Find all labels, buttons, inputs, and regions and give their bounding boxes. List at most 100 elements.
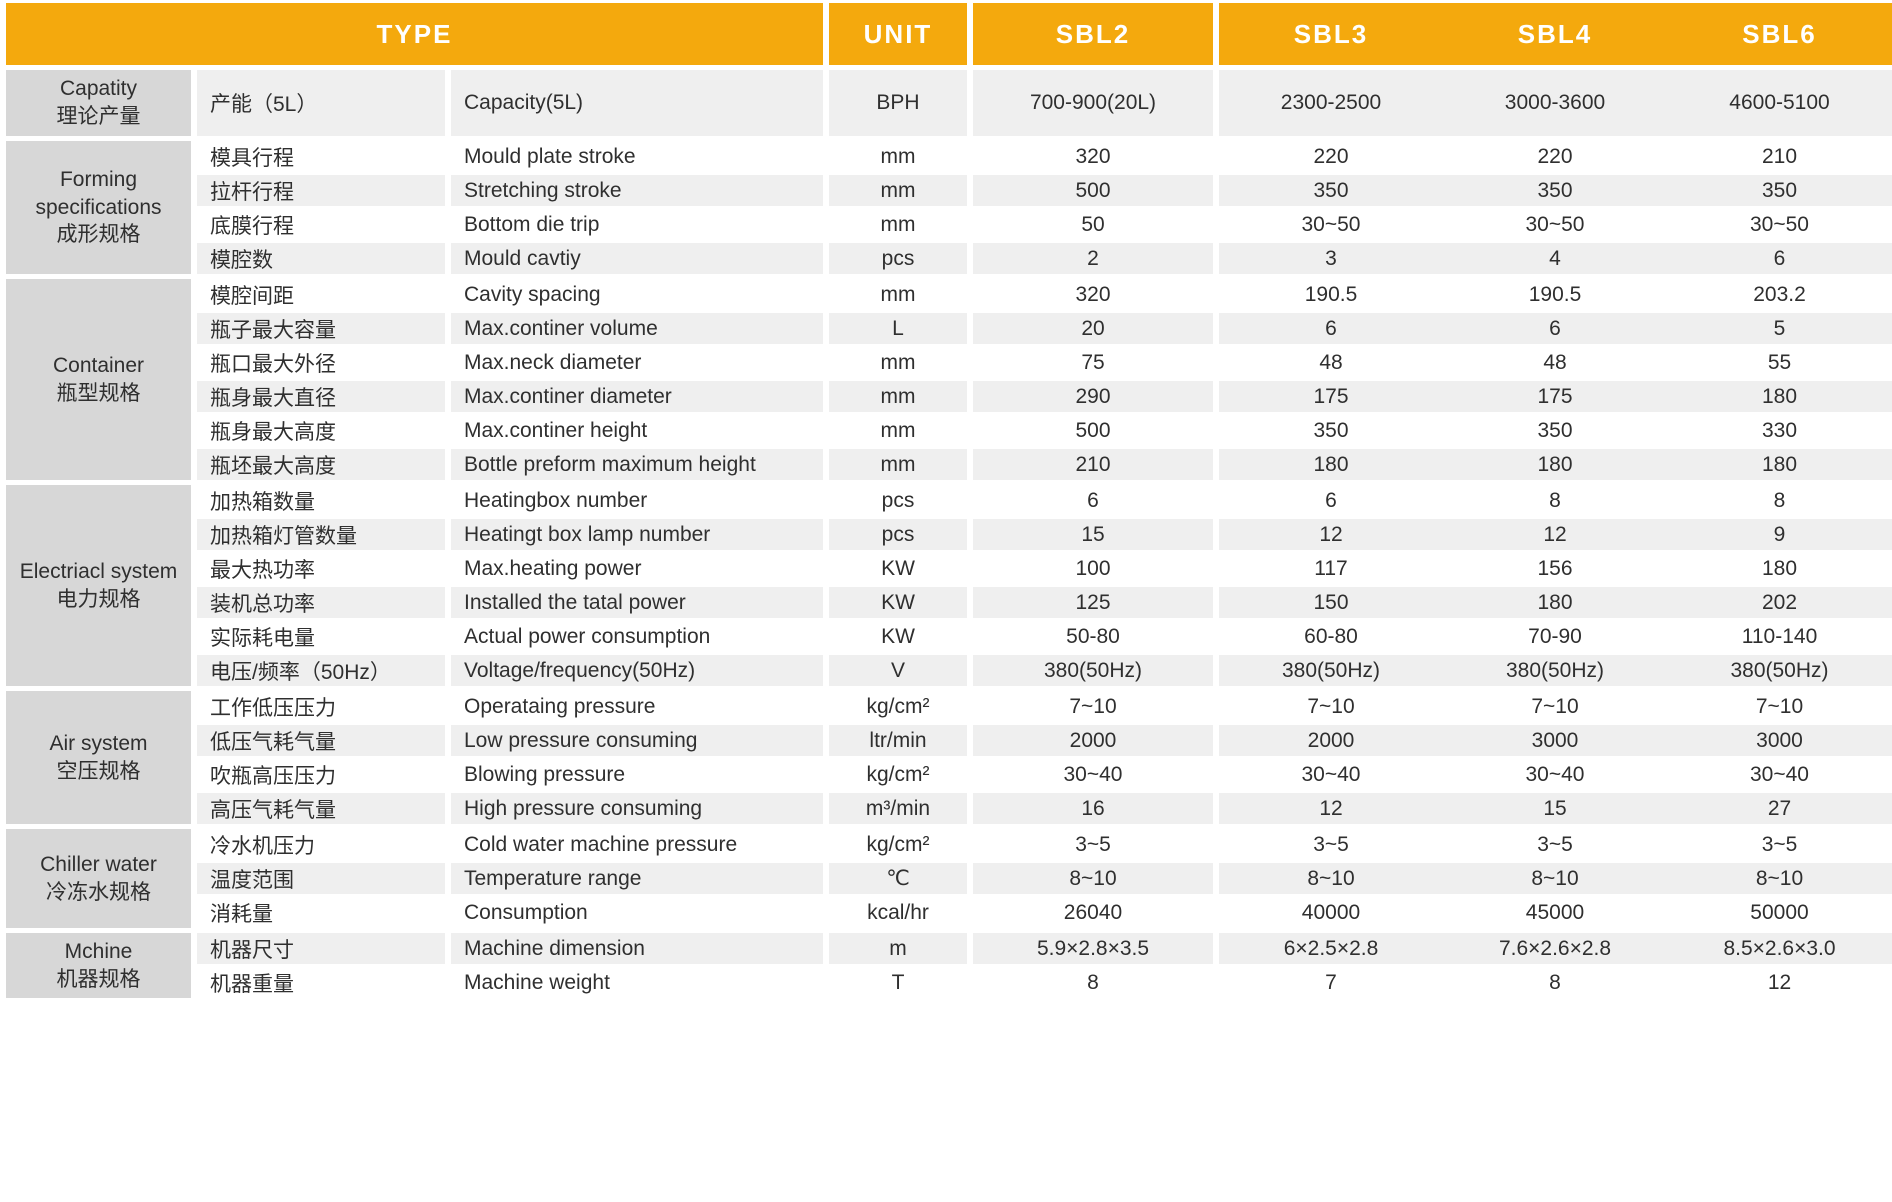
row-label-cn: 实际耗电量 bbox=[197, 621, 445, 652]
unit-cell: L bbox=[829, 313, 967, 344]
unit-cell: mm bbox=[829, 347, 967, 378]
unit-cell: kg/cm² bbox=[829, 691, 967, 722]
group-rows: 模腔间距 Cavity spacing mm 320 190.5 190.5 203.2 瓶子… bbox=[197, 279, 1892, 480]
value-cell-sbl4: 180 bbox=[1443, 587, 1667, 618]
value-cell-sbl2: 75 bbox=[973, 347, 1213, 378]
value-cell-sbl3: 30~50 bbox=[1219, 209, 1443, 240]
group-label-cn: 瓶型规格 bbox=[56, 381, 141, 405]
value-cell-sbl2: 5.9×2.8×3.5 bbox=[973, 933, 1213, 964]
row-label-en: Max.heating power bbox=[451, 553, 823, 584]
value-cell-sbl6: 380(50Hz) bbox=[1667, 655, 1892, 686]
value-cell-sbl3: 350 bbox=[1219, 415, 1443, 446]
value-cell-sbl6: 330 bbox=[1667, 415, 1892, 446]
value-cell-sbl2: 320 bbox=[973, 279, 1213, 310]
value-cell-sbl6: 180 bbox=[1667, 553, 1892, 584]
value-cell-sbl6: 8~10 bbox=[1667, 863, 1892, 894]
value-cell-sbl2: 2000 bbox=[973, 725, 1213, 756]
unit-cell: pcs bbox=[829, 243, 967, 274]
unit-cell: m bbox=[829, 933, 967, 964]
value-cell-sbl4: 45000 bbox=[1443, 897, 1667, 928]
table-row: 工作低压压力 Operataing pressure kg/cm² 7~10 7~10 7… bbox=[197, 691, 1892, 722]
group-label-en: Container bbox=[52, 353, 145, 377]
row-label-cn: 瓶子最大容量 bbox=[197, 313, 445, 344]
row-label-cn: 拉杆行程 bbox=[197, 175, 445, 206]
header-unit: UNIT bbox=[829, 3, 967, 65]
value-cell-sbl6: 8 bbox=[1667, 485, 1892, 516]
value-cell-sbl4: 8 bbox=[1443, 485, 1667, 516]
value-cell-sbl3: 7 bbox=[1219, 967, 1443, 998]
table-row: 产能（5L） Capacity(5L) BPH 700-900(20L) 2300-25… bbox=[197, 70, 1892, 136]
value-cell-sbl2: 16 bbox=[973, 793, 1213, 824]
row-label-cn: 电压/频率（50Hz） bbox=[197, 655, 445, 686]
table-row: 吹瓶高压压力 Blowing pressure kg/cm² 30~40 30~40 30… bbox=[197, 759, 1892, 790]
table-header: TYPE UNIT SBL2 SBL3 SBL4 SBL6 bbox=[6, 3, 1892, 65]
value-cell-sbl2: 320 bbox=[973, 141, 1213, 172]
row-label-en: Mould plate stroke bbox=[451, 141, 823, 172]
value-cell-sbl2: 100 bbox=[973, 553, 1213, 584]
spec-group: Mchine 机器规格 机器尺寸 Machine dimension m 5.9×2.8×… bbox=[6, 933, 1892, 998]
value-cell-sbl2: 125 bbox=[973, 587, 1213, 618]
value-cell-sbl6: 110-140 bbox=[1667, 621, 1892, 652]
row-label-en: Cold water machine pressure bbox=[451, 829, 823, 860]
group-label-en: Mchine bbox=[64, 939, 133, 963]
group-label: Mchine 机器规格 bbox=[6, 933, 191, 998]
group-rows: 机器尺寸 Machine dimension m 5.9×2.8×3.5 6×2.5×2… bbox=[197, 933, 1892, 998]
unit-cell: kg/cm² bbox=[829, 829, 967, 860]
unit-cell: mm bbox=[829, 381, 967, 412]
row-label-cn: 工作低压压力 bbox=[197, 691, 445, 722]
table-row: 装机总功率 Installed the tatal power KW 125 150 18… bbox=[197, 587, 1892, 618]
row-label-en: Mould cavtiy bbox=[451, 243, 823, 274]
value-cell-sbl4: 156 bbox=[1443, 553, 1667, 584]
unit-cell: mm bbox=[829, 209, 967, 240]
spec-group: Electriacl system 电力规格 加热箱数量 Heatingbox num… bbox=[6, 485, 1892, 686]
group-label-cn: 机器规格 bbox=[56, 967, 141, 991]
row-label-cn: 冷水机压力 bbox=[197, 829, 445, 860]
unit-cell: kcal/hr bbox=[829, 897, 967, 928]
value-cell-sbl3: 380(50Hz) bbox=[1219, 655, 1443, 686]
group-label-en: Forming specifications bbox=[35, 167, 162, 219]
row-label-cn: 机器重量 bbox=[197, 967, 445, 998]
header-models-group: SBL3 SBL4 SBL6 bbox=[1219, 3, 1892, 65]
value-cell-sbl3: 8~10 bbox=[1219, 863, 1443, 894]
row-label-cn: 消耗量 bbox=[197, 897, 445, 928]
row-label-cn: 瓶身最大高度 bbox=[197, 415, 445, 446]
value-cell-sbl6: 5 bbox=[1667, 313, 1892, 344]
row-label-cn: 装机总功率 bbox=[197, 587, 445, 618]
table-row: 机器尺寸 Machine dimension m 5.9×2.8×3.5 6×2.5×2… bbox=[197, 933, 1892, 964]
value-cell-sbl4: 190.5 bbox=[1443, 279, 1667, 310]
spec-group: Capatity 理论产量 产能（5L） Capacity(5L) BPH 700-900… bbox=[6, 70, 1892, 136]
group-label-cn: 冷冻水规格 bbox=[46, 880, 151, 904]
row-label-cn: 高压气耗气量 bbox=[197, 793, 445, 824]
group-label: Electriacl system 电力规格 bbox=[6, 485, 191, 686]
value-cell-sbl3: 350 bbox=[1219, 175, 1443, 206]
row-label-en: Operataing pressure bbox=[451, 691, 823, 722]
value-cell-sbl2: 50-80 bbox=[973, 621, 1213, 652]
row-label-en: Capacity(5L) bbox=[451, 70, 823, 136]
group-rows: 模具行程 Mould plate stroke mm 320 220 220 210 拉杆行程… bbox=[197, 141, 1892, 274]
table-row: 加热箱灯管数量 Heatingt box lamp number pcs 15 12 12… bbox=[197, 519, 1892, 550]
row-label-en: Bottle preform maximum height bbox=[451, 449, 823, 480]
spec-group: Chiller water 冷冻水规格 冷水机压力 Cold water machin… bbox=[6, 829, 1892, 928]
row-label-en: Temperature range bbox=[451, 863, 823, 894]
value-cell-sbl4: 12 bbox=[1443, 519, 1667, 550]
group-label: Capatity 理论产量 bbox=[6, 70, 191, 136]
value-cell-sbl2: 30~40 bbox=[973, 759, 1213, 790]
row-label-en: Cavity spacing bbox=[451, 279, 823, 310]
row-label-en: Heatingbox number bbox=[451, 485, 823, 516]
value-cell-sbl4: 380(50Hz) bbox=[1443, 655, 1667, 686]
value-cell-sbl2: 6 bbox=[973, 485, 1213, 516]
spec-group: Forming specifications 成形规格 模具行程 Mould plat… bbox=[6, 141, 1892, 274]
header-model-sbl4: SBL4 bbox=[1517, 18, 1593, 49]
row-label-cn: 瓶坯最大高度 bbox=[197, 449, 445, 480]
value-cell-sbl6: 350 bbox=[1667, 175, 1892, 206]
row-label-cn: 加热箱数量 bbox=[197, 485, 445, 516]
value-cell-sbl6: 210 bbox=[1667, 141, 1892, 172]
spec-group: Container 瓶型规格 模腔间距 Cavity spacing mm 320 190.… bbox=[6, 279, 1892, 480]
unit-cell: KW bbox=[829, 621, 967, 652]
value-cell-sbl3: 2300-2500 bbox=[1219, 70, 1443, 136]
value-cell-sbl4: 48 bbox=[1443, 347, 1667, 378]
row-label-cn: 底膜行程 bbox=[197, 209, 445, 240]
row-label-cn: 机器尺寸 bbox=[197, 933, 445, 964]
row-label-en: Voltage/frequency(50Hz) bbox=[451, 655, 823, 686]
group-rows: 产能（5L） Capacity(5L) BPH 700-900(20L) 2300-25… bbox=[197, 70, 1892, 136]
